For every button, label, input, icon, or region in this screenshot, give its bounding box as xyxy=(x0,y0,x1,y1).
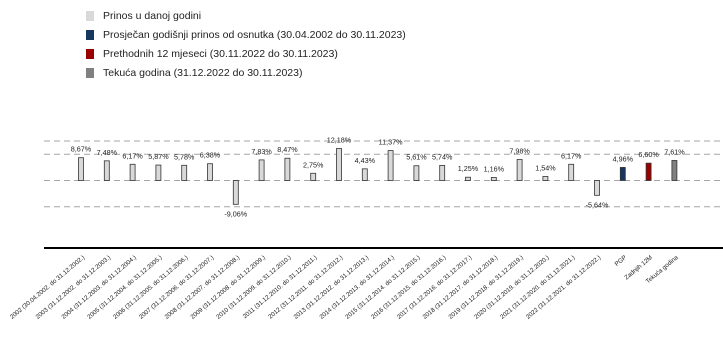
legend-swatch-last-12-months xyxy=(86,48,94,59)
legend-label-current-year: Tekuća godina (31.12.2022 do 30.11.2023) xyxy=(103,66,303,79)
bar-9 xyxy=(310,172,317,181)
data-label-21: 4,96% xyxy=(613,154,634,163)
bar-11 xyxy=(361,168,368,181)
data-label-1: 7,48% xyxy=(97,148,118,157)
data-label-8: 8,47% xyxy=(277,145,298,154)
legend-item-last-12-months: Prethodnih 12 mjeseci (30.11.2022 do 30.… xyxy=(86,44,406,63)
bar-8 xyxy=(284,157,291,181)
bar-14 xyxy=(439,165,446,181)
data-label-20: -5,64% xyxy=(586,200,609,209)
bar-2 xyxy=(129,163,136,181)
data-label-17: 7,98% xyxy=(509,147,530,156)
data-label-7: 7,83% xyxy=(251,147,272,156)
data-label-23: 7,61% xyxy=(664,147,685,156)
bar-17 xyxy=(516,159,523,181)
data-label-18: 1,54% xyxy=(535,163,556,172)
bar-6 xyxy=(232,180,239,205)
data-label-5: 6,38% xyxy=(200,151,221,160)
bar-1 xyxy=(103,160,110,181)
legend-label-average-return: Prosječan godišnji prinos od osnutka (30… xyxy=(103,28,406,41)
data-label-13: 5,61% xyxy=(406,153,427,162)
legend-swatch-average-return xyxy=(86,29,94,40)
data-label-14: 5,74% xyxy=(432,152,453,161)
bar-7 xyxy=(258,159,265,181)
data-label-11: 4,43% xyxy=(355,156,376,165)
chart-legend: Prinos u danoj godini Prosječan godišnji… xyxy=(86,6,406,82)
data-label-19: 6,17% xyxy=(561,151,582,160)
bar-22 xyxy=(645,162,652,181)
data-label-6: -9,06% xyxy=(224,209,247,218)
bar-23 xyxy=(671,160,678,181)
data-label-2: 6,17% xyxy=(122,151,143,160)
bar-15 xyxy=(465,176,471,181)
bar-20 xyxy=(594,180,600,196)
legend-item-current-year: Tekuća godina (31.12.2022 do 30.11.2023) xyxy=(86,63,406,82)
bar-18 xyxy=(542,176,549,181)
bar-10 xyxy=(336,148,342,181)
bar-0 xyxy=(78,157,84,181)
bar-5 xyxy=(207,163,213,181)
data-label-12: 11,37% xyxy=(379,138,403,147)
data-label-10: 12,18% xyxy=(327,135,352,144)
legend-swatch-current-year xyxy=(86,67,94,78)
data-label-15: 1,25% xyxy=(458,164,479,173)
bar-12 xyxy=(387,150,394,181)
data-label-16: 1,16% xyxy=(484,164,505,173)
data-label-0: 8,67% xyxy=(71,145,92,154)
bar-21 xyxy=(619,167,626,181)
legend-item-annual-return: Prinos u danoj godini xyxy=(86,6,406,25)
legend-label-annual-return: Prinos u danoj godini xyxy=(103,9,202,22)
legend-label-last-12-months: Prethodnih 12 mjeseci (30.11.2022 do 30.… xyxy=(103,47,338,60)
bar-3 xyxy=(155,164,162,181)
data-label-9: 2,75% xyxy=(303,160,324,169)
data-label-4: 5,78% xyxy=(174,152,195,161)
x-tick-label-21: PGP xyxy=(614,254,629,268)
legend-item-average-return: Prosječan godišnji prinos od osnutka (30… xyxy=(86,25,406,44)
data-label-22: 6,60% xyxy=(638,150,659,159)
legend-swatch-annual-return xyxy=(86,10,94,21)
bar-13 xyxy=(413,165,420,181)
data-label-3: 5,87% xyxy=(148,152,169,161)
bar-19 xyxy=(568,163,575,181)
bar-4 xyxy=(181,164,188,181)
bar-16 xyxy=(490,177,497,181)
